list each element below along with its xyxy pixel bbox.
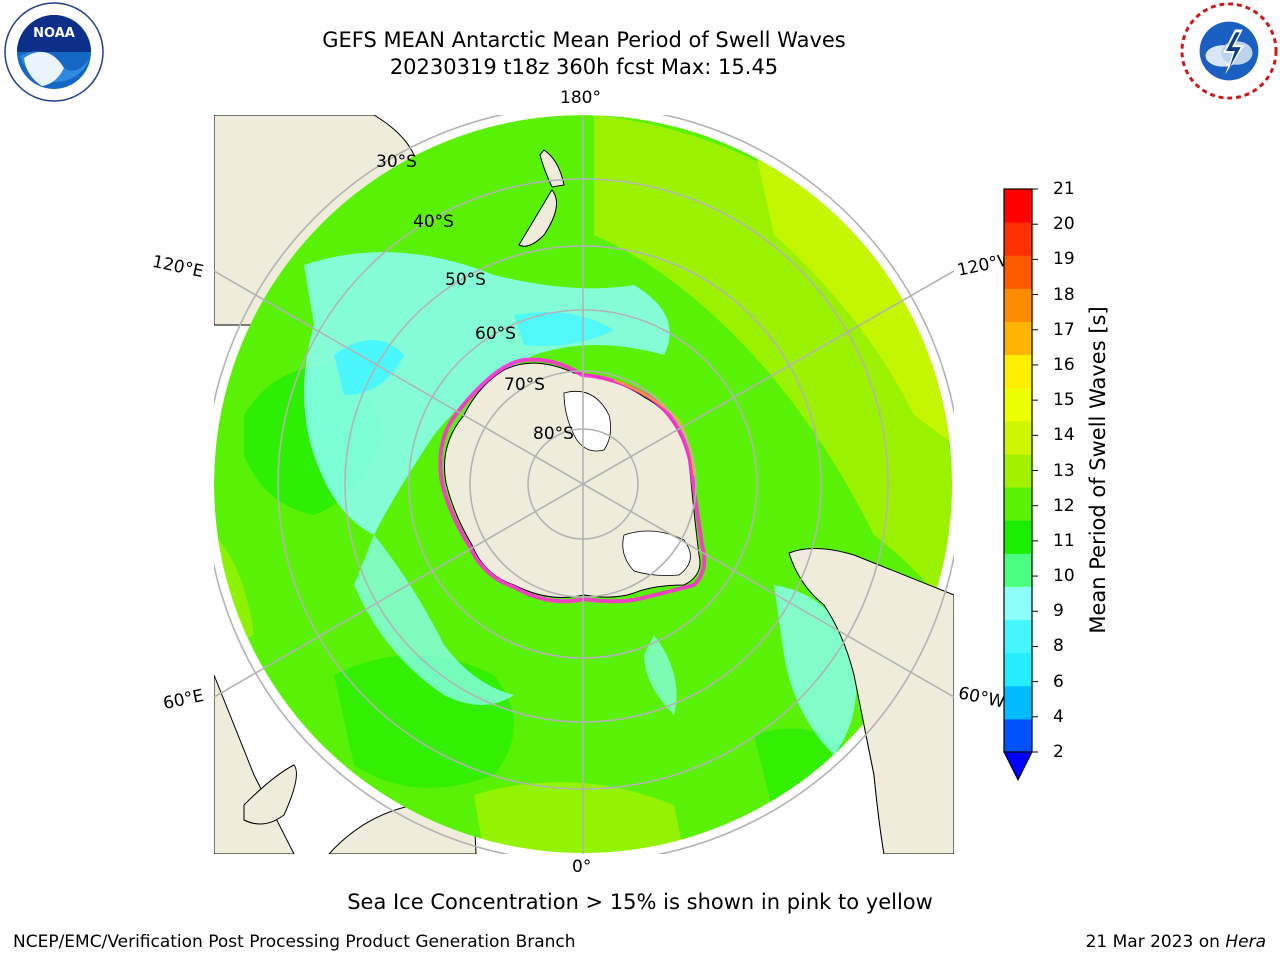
colorbar <box>1003 188 1038 782</box>
footer-host: Hera <box>1225 932 1266 952</box>
colorbar-tick-label: 8 <box>1053 636 1064 657</box>
colorbar-tick-label: 18 <box>1053 284 1075 305</box>
colorbar-block <box>1004 321 1032 356</box>
colorbar-tick-label: 14 <box>1053 425 1075 446</box>
lon-label-60e: 60°E <box>161 685 206 715</box>
colorbar-block <box>1004 453 1032 488</box>
polar-map <box>214 115 954 854</box>
colorbar-block <box>1004 288 1032 322</box>
nws-logo <box>1180 2 1278 100</box>
colorbar-block <box>1004 222 1032 256</box>
lat-label-70s: 70°S <box>504 375 545 395</box>
noaa-logo: NOAA <box>4 2 104 102</box>
colorbar-block <box>1004 387 1032 422</box>
colorbar-tick-label: 4 <box>1053 706 1064 727</box>
colorbar-block <box>1004 586 1032 621</box>
colorbar-tick-label: 20 <box>1053 214 1075 235</box>
lat-label-30s: 30°S <box>376 152 417 172</box>
colorbar-underflow-arrow <box>1003 751 1033 782</box>
colorbar-block <box>1004 487 1032 521</box>
noaa-logo-text: NOAA <box>33 26 75 41</box>
colorbar-block <box>1004 553 1032 587</box>
colorbar-block <box>1004 189 1032 223</box>
colorbar-tick-label: 19 <box>1053 249 1075 270</box>
colorbar-tick-label: 17 <box>1053 319 1075 340</box>
colorbar-block <box>1004 718 1032 753</box>
colorbar-tick-label: 15 <box>1053 390 1075 411</box>
madagascar-landmass <box>243 764 297 825</box>
footer-date: 21 Mar 2023 on Hera <box>1086 932 1266 952</box>
lat-label-60s: 60°S <box>475 324 516 344</box>
colorbar-block <box>1004 520 1032 554</box>
colorbar-block <box>1004 619 1032 654</box>
lat-label-50s: 50°S <box>445 270 486 290</box>
colorbar-tick-label: 10 <box>1053 566 1075 587</box>
sea-ice-edge <box>438 357 707 604</box>
colorbar-tick-label: 11 <box>1053 530 1075 551</box>
graticule <box>214 115 954 854</box>
colorbar-tick-label: 9 <box>1053 601 1064 622</box>
colorbar-block <box>1004 685 1032 720</box>
lon-label-120e: 120°E <box>150 251 206 283</box>
lat-label-80s: 80°S <box>533 424 574 444</box>
colorbar-tick-label: 16 <box>1053 354 1075 375</box>
colorbar-block <box>1004 255 1032 289</box>
chart-title: GEFS MEAN Antarctic Mean Period of Swell… <box>322 28 846 52</box>
colorbar-tick-label: 21 <box>1053 179 1075 199</box>
weddell-ice-shelf <box>622 530 691 576</box>
lon-label-0: 0° <box>572 857 592 877</box>
colorbar-block <box>1004 420 1032 455</box>
sea-ice-caption: Sea Ice Concentration > 15% is shown in … <box>347 890 933 914</box>
footer-credit: NCEP/EMC/Verification Post Processing Pr… <box>13 932 576 952</box>
chart-subtitle: 20230319 t18z 360h fcst Max: 15.45 <box>389 55 779 79</box>
footer-date-text: 21 Mar 2023 on <box>1085 932 1226 952</box>
colorbar-block <box>1004 354 1032 389</box>
colorbar-label: Mean Period of Swell Waves [s] <box>1086 306 1110 634</box>
lat-label-40s: 40°S <box>413 212 454 232</box>
colorbar-tick-label: 13 <box>1053 460 1075 481</box>
colorbar-block <box>1004 652 1032 687</box>
colorbar-tick-label: 2 <box>1053 742 1064 762</box>
new-zealand-landmass <box>539 149 565 188</box>
colorbar-tick-label: 12 <box>1053 495 1075 516</box>
colorbar-tick-label: 6 <box>1053 671 1064 692</box>
lon-label-180: 180° <box>560 88 601 108</box>
ross-ice-shelf <box>563 390 612 452</box>
